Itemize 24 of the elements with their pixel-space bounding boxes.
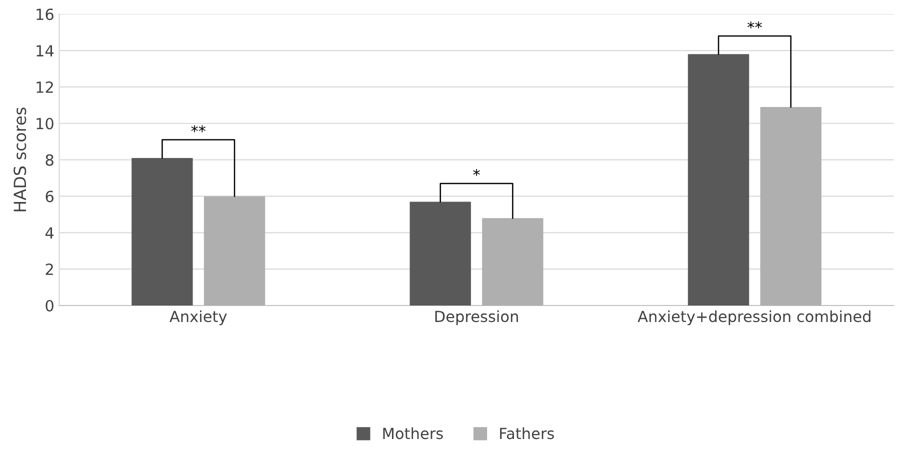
y-tick-label: 6 [46,190,54,202]
bar [688,54,750,306]
x-tick-label: Depression [435,310,518,326]
y-tick-label: 0 [46,300,54,312]
y-tick-label: 8 [46,154,54,166]
x-tick-label: Anxiety [170,310,227,326]
annotation: ** [747,21,762,28]
y-tick-label: 14 [36,45,54,56]
y-tick-label: 12 [36,81,53,93]
bar [132,158,193,306]
bar [410,202,471,306]
x-tick-label: Anxiety+depression combined [638,310,870,326]
legend-label: Fathers [500,427,554,440]
annotation: * [473,168,480,176]
y-axis-title: HADS scores [14,108,26,212]
y-tick-label: 10 [36,118,54,130]
bar [760,106,822,306]
y-tick-label: 2 [46,264,53,275]
bar [482,218,544,306]
y-tick-label: 4 [45,227,54,238]
bar [204,196,266,306]
annotation: ** [191,125,206,132]
y-tick-label: 16 [36,8,54,20]
legend-label: Mothers [383,427,443,440]
